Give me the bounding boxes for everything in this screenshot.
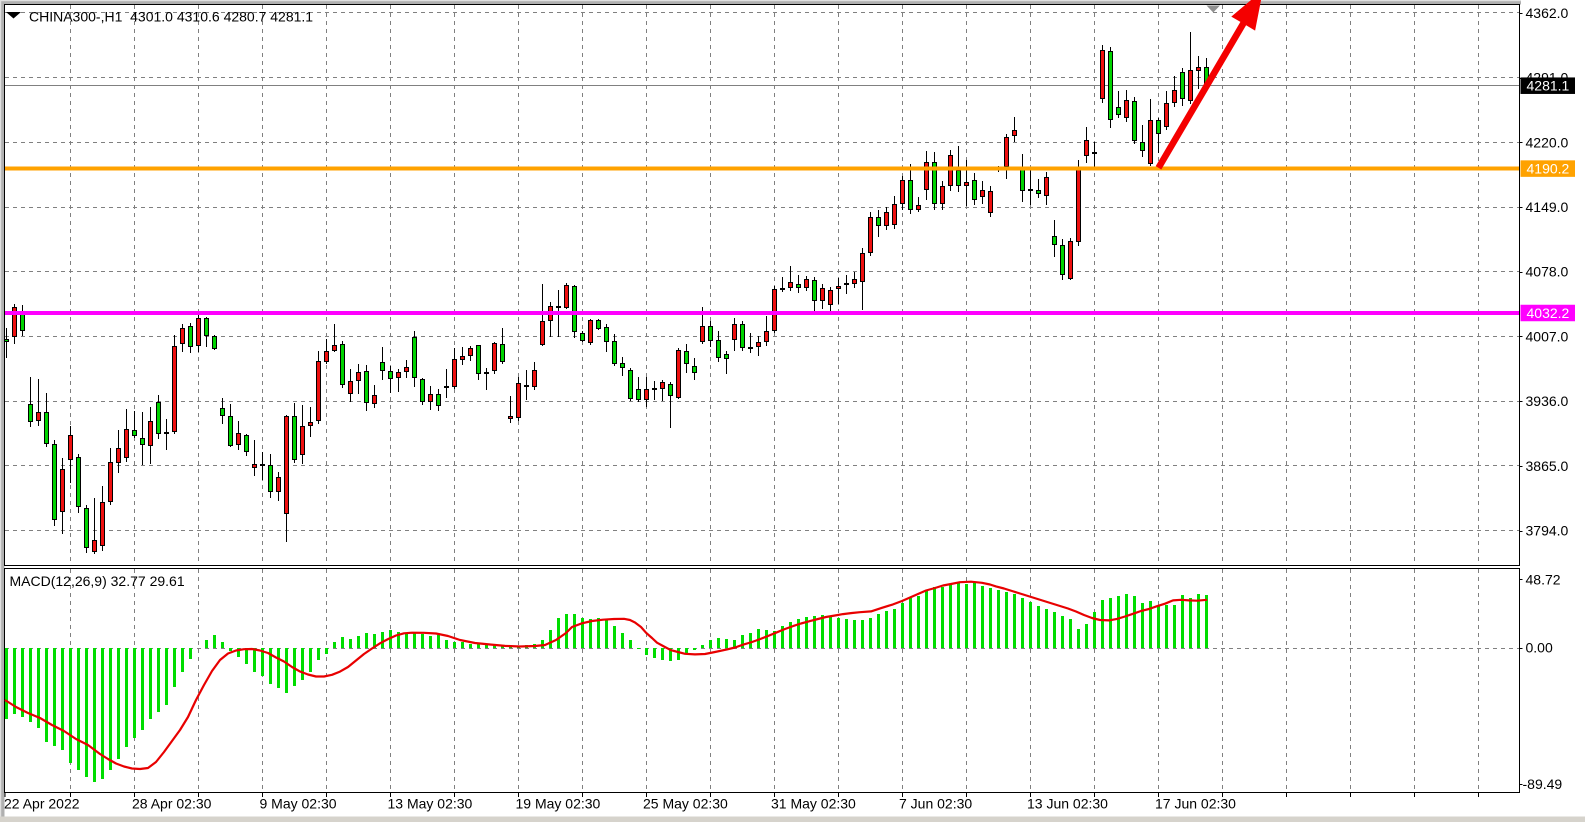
svg-text:25 May 02:30: 25 May 02:30 — [643, 796, 728, 812]
svg-text:MACD(12,26,9) 32.77 29.61: MACD(12,26,9) 32.77 29.61 — [10, 573, 185, 589]
svg-text:4032.2: 4032.2 — [1527, 305, 1570, 321]
svg-text:4281.1: 4281.1 — [1527, 78, 1570, 94]
svg-text:28 Apr 02:30: 28 Apr 02:30 — [132, 796, 212, 812]
svg-text:4220.0: 4220.0 — [1526, 134, 1569, 150]
svg-text:4190.2: 4190.2 — [1527, 161, 1570, 177]
svg-text:3865.0: 3865.0 — [1526, 458, 1569, 474]
svg-text:3936.0: 3936.0 — [1526, 393, 1569, 409]
svg-text:48.72: 48.72 — [1526, 571, 1561, 587]
svg-text:31 May 02:30: 31 May 02:30 — [771, 796, 856, 812]
svg-text:-89.49: -89.49 — [1523, 776, 1563, 792]
svg-text:4007.0: 4007.0 — [1526, 328, 1569, 344]
svg-text:13 May 02:30: 13 May 02:30 — [388, 796, 473, 812]
svg-text:CHINA300-,H1 4301.0 4310.6 42: CHINA300-,H1 4301.0 4310.6 4280.7 4281.1 — [29, 8, 313, 24]
svg-text:19 May 02:30: 19 May 02:30 — [516, 796, 601, 812]
svg-text:4078.0: 4078.0 — [1526, 264, 1569, 280]
svg-text:17 Jun 02:30: 17 Jun 02:30 — [1155, 796, 1236, 812]
svg-text:7 Jun 02:30: 7 Jun 02:30 — [899, 796, 972, 812]
svg-text:3794.0: 3794.0 — [1526, 523, 1569, 539]
svg-text:13 Jun 02:30: 13 Jun 02:30 — [1027, 796, 1108, 812]
svg-text:9 May 02:30: 9 May 02:30 — [260, 796, 337, 812]
svg-text:4362.0: 4362.0 — [1526, 5, 1569, 21]
svg-text:22 Apr 2022: 22 Apr 2022 — [4, 796, 80, 812]
svg-text:4149.0: 4149.0 — [1526, 199, 1569, 215]
svg-text:0.00: 0.00 — [1526, 640, 1553, 656]
